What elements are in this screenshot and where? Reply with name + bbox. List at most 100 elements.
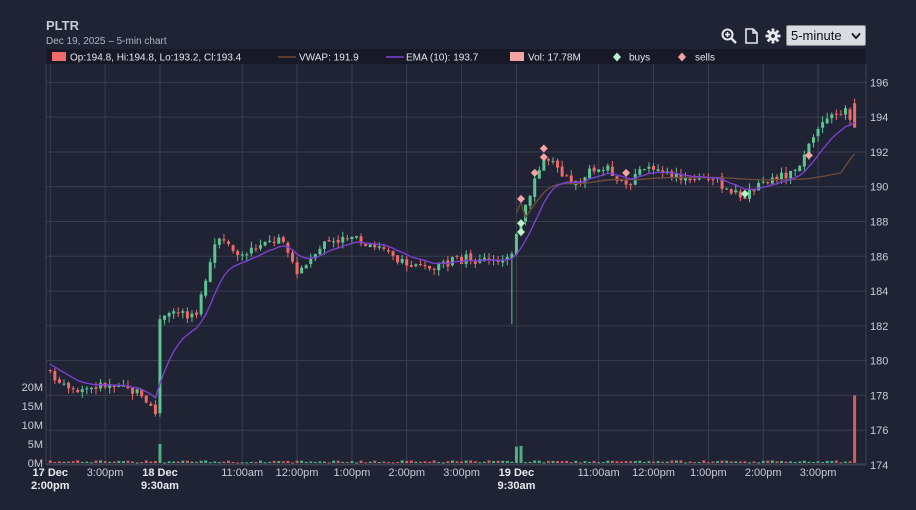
volume-bar (853, 395, 857, 463)
volume-bar (843, 461, 847, 463)
candle-body (131, 386, 135, 394)
candle-body (455, 255, 459, 257)
volume-bar (725, 460, 729, 463)
candle-body (437, 263, 441, 271)
candle-body (163, 315, 167, 320)
ema-line (49, 121, 855, 399)
time-tick-label: 12:00pm (276, 467, 319, 479)
candle-body (277, 237, 281, 244)
buy-marker (516, 219, 525, 228)
candle-body (158, 319, 162, 414)
volume-bar (89, 462, 93, 464)
candle-body (167, 313, 171, 317)
document-icon[interactable] (742, 26, 760, 46)
candle-body (108, 384, 112, 388)
candle-body (386, 250, 390, 252)
volume-bar (121, 461, 125, 463)
candle-body (354, 236, 358, 238)
volume-bar (341, 461, 345, 463)
candle-body (245, 254, 249, 256)
sell-marker (530, 168, 539, 177)
vwap-line (515, 153, 856, 219)
volume-bar (249, 461, 253, 463)
volume-bar (126, 460, 130, 463)
volume-bar (135, 462, 139, 464)
candle-body (588, 168, 592, 179)
volume-bar (738, 461, 742, 463)
candle-body (300, 267, 304, 274)
candle-body (720, 176, 724, 189)
candle-body (199, 294, 203, 315)
buy-marker (516, 227, 525, 236)
gear-icon[interactable] (764, 26, 782, 46)
legend-vwap: VWAP: 191.9 (299, 53, 359, 64)
candle-body (140, 389, 144, 397)
candle-body (290, 252, 294, 262)
time-tick-label: 1:00pm (690, 467, 727, 479)
volume-bar (386, 462, 390, 464)
candle-body (661, 170, 665, 173)
candle-body (263, 241, 267, 246)
volume-bar (80, 461, 84, 463)
volume-tick-label: 15M (22, 401, 43, 413)
time-tick-label: 19 Dec (499, 467, 534, 479)
price-tick-label: 182 (870, 321, 888, 333)
candlesticks (48, 98, 857, 417)
volume-bar (231, 462, 235, 464)
time-tick-label: 3:00pm (443, 467, 480, 479)
candle-body (450, 257, 454, 266)
candle-body (674, 173, 678, 178)
volume-bar (569, 462, 573, 464)
candle-body (807, 143, 811, 155)
candle-body (597, 169, 601, 173)
volume-bar (446, 461, 450, 463)
chevron-down-icon (851, 28, 861, 43)
candle-body (231, 245, 235, 251)
candle-body (642, 169, 646, 171)
volume-bar (706, 462, 710, 464)
volume-bar (309, 461, 313, 463)
candle-body (405, 259, 409, 266)
candle-body (272, 241, 276, 243)
volume-bar (167, 461, 171, 463)
volume-bar (839, 462, 843, 464)
volume-bar (524, 462, 528, 464)
volume-bar (514, 446, 518, 463)
candle-body (190, 313, 194, 318)
volume-bar (418, 461, 422, 463)
volume-bar (428, 461, 432, 463)
candle-body (747, 189, 751, 199)
time-tick-label: 2:00pm (31, 480, 70, 492)
volume-bar (99, 460, 103, 463)
volume-bar (473, 461, 477, 463)
volume-bar (368, 461, 372, 463)
trade-markers (516, 144, 813, 236)
time-tick-label: 9:30am (497, 480, 535, 492)
price-tick-label: 192 (870, 147, 888, 159)
volume-bar (684, 462, 688, 464)
candle-body (848, 109, 852, 120)
candle-body (249, 247, 253, 254)
volume-bar (693, 462, 697, 464)
time-tick-label: 11:00am (578, 467, 620, 479)
candle-body (793, 169, 797, 171)
candle-body (656, 169, 660, 171)
zoom-in-icon[interactable] (720, 26, 738, 46)
volume-bar (71, 461, 75, 463)
candle-body (775, 176, 779, 180)
candle-body (615, 176, 619, 181)
volume-bar (830, 460, 834, 463)
volume-bar (437, 462, 441, 464)
candle-body (766, 182, 770, 184)
volume-bar (542, 462, 546, 464)
axis-labels: 174 176 178 180 182 184 186 188 190 192 194 196 0M 5M… (22, 77, 889, 492)
volume-bar (734, 461, 738, 463)
candle-body (738, 191, 742, 198)
sell-marker (539, 153, 548, 162)
candle-body (259, 245, 263, 249)
candle-body (821, 122, 825, 128)
volume-bar (798, 461, 802, 463)
candle-body (117, 385, 121, 387)
interval-select[interactable]: 5-minute (786, 25, 866, 46)
